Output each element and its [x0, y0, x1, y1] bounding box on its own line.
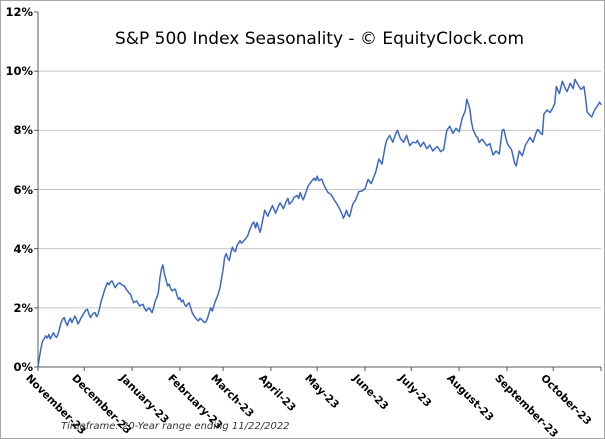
y-axis-tick-label: 2%	[13, 300, 33, 315]
y-axis-tick-label: 4%	[13, 241, 33, 256]
y-axis-tick-label: 12%	[5, 5, 33, 19]
y-axis-tick-label: 0%	[13, 360, 33, 374]
y-axis-tick-label: 10%	[5, 64, 33, 79]
y-axis-tick-label: 8%	[13, 123, 33, 138]
chart-title: S&P 500 Index Seasonality - © EquityCloc…	[114, 29, 525, 49]
y-axis-tick-label: 6%	[13, 182, 33, 197]
seasonality-line	[37, 78, 602, 368]
timeframe-note: Timeframe: 20-Year range ending 11/22/20…	[61, 421, 290, 432]
